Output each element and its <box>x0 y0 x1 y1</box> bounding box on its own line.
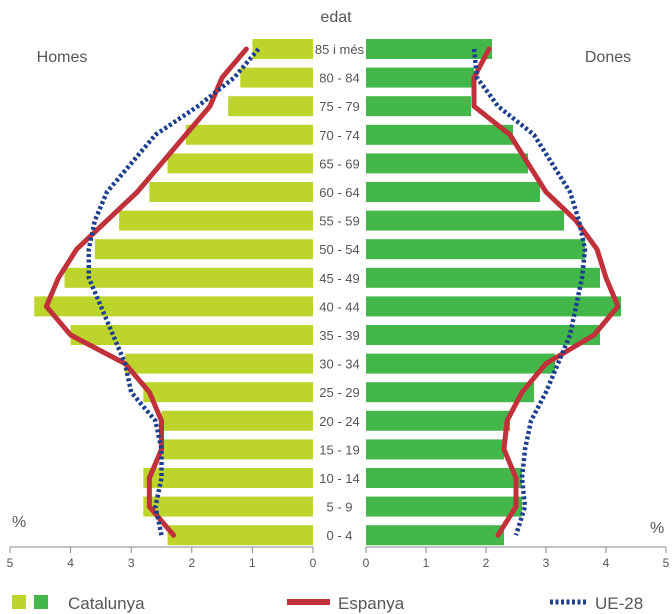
legend-label-catalunya: Catalunya <box>68 594 145 613</box>
age-label-30-34: 30 - 34 <box>319 357 359 372</box>
age-label-75-79: 75 - 79 <box>319 99 359 114</box>
dones-bar-55-59 <box>366 210 564 231</box>
homes-bar-70-74 <box>185 124 313 145</box>
center-label: edat <box>320 9 352 26</box>
dones-bar-65-69 <box>366 153 528 174</box>
age-label-50-54: 50 - 54 <box>319 242 359 257</box>
homes-bar-15-19 <box>161 439 313 460</box>
dones-tick-label-5: 5 <box>663 556 670 570</box>
dones-tick-label-3: 3 <box>543 556 550 570</box>
homes-bar-5-9 <box>143 496 313 517</box>
homes-bar-35-39 <box>70 325 313 345</box>
age-label-25-29: 25 - 29 <box>319 385 359 400</box>
homes-label: Homes <box>37 49 88 66</box>
dones-bar-25-29 <box>366 382 534 403</box>
dones-tick-label-1: 1 <box>423 556 430 570</box>
homes-bar-45-49 <box>64 267 313 288</box>
homes-bar-0-4 <box>167 525 313 546</box>
age-label-15-19: 15 - 19 <box>319 442 359 457</box>
dones-bar-50-54 <box>366 239 585 260</box>
dones-tick-label-2: 2 <box>483 556 490 570</box>
age-label-45-49: 45 - 49 <box>319 271 359 286</box>
dones-bar-75-79 <box>366 96 471 117</box>
dones-bar-85-i-m-s <box>366 39 492 59</box>
legend: Catalunya Espanya UE-28 <box>12 594 643 613</box>
dones-bar-80-84 <box>366 67 474 88</box>
legend-label-ue28: UE-28 <box>595 594 643 613</box>
dones-bar-0-4 <box>366 525 504 546</box>
dones-tick-label-4: 4 <box>603 556 610 570</box>
homes-bar-50-54 <box>94 239 313 260</box>
homes-bar-10-14 <box>143 468 313 488</box>
dones-bar-70-74 <box>366 124 513 145</box>
dones-tick-label-0: 0 <box>363 556 370 570</box>
homes-bar-85-i-m-s <box>252 39 313 59</box>
dones-bar-15-19 <box>366 439 504 460</box>
legend-swatch-dones <box>34 595 48 609</box>
homes-tick-label-5: 5 <box>7 556 14 570</box>
age-label-70-74: 70 - 74 <box>319 128 359 143</box>
unit-label-right: % <box>650 520 664 537</box>
dones-bar-20-24 <box>366 410 510 431</box>
espanya-line-homes <box>43 46 249 538</box>
age-label-65-69: 65 - 69 <box>319 156 359 171</box>
dones-label: Dones <box>585 49 631 66</box>
dones-bar-35-39 <box>366 325 600 345</box>
homes-bars <box>34 39 314 546</box>
dones-bar-30-34 <box>366 353 555 374</box>
homes-bar-65-69 <box>167 153 313 174</box>
dones-bar-10-14 <box>366 468 522 488</box>
age-label-85-i-m-s: 85 i més <box>315 42 365 57</box>
legend-label-espanya: Espanya <box>338 594 405 613</box>
age-label-40-44: 40 - 44 <box>319 299 359 314</box>
homes-tick-label-4: 4 <box>67 556 74 570</box>
espanya-line-dones <box>471 46 621 538</box>
dones-bar-5-9 <box>366 496 522 517</box>
dones-bar-60-64 <box>366 182 540 202</box>
age-label-20-24: 20 - 24 <box>319 414 359 429</box>
series-lines <box>43 46 621 538</box>
homes-tick-label-1: 1 <box>249 556 256 570</box>
age-label-60-64: 60 - 64 <box>319 185 359 200</box>
age-label-10-14: 10 - 14 <box>319 471 359 486</box>
age-label-5-9: 5 - 9 <box>326 500 352 515</box>
ue-28-line-dones <box>471 48 588 536</box>
homes-bar-30-34 <box>125 353 313 374</box>
homes-axis: 5 4 3 2 1 0 <box>7 546 317 570</box>
age-label-35-39: 35 - 39 <box>319 328 359 343</box>
dones-bar-40-44 <box>366 296 621 317</box>
legend-swatch-homes <box>12 595 26 609</box>
homes-bar-40-44 <box>34 296 314 317</box>
homes-bar-55-59 <box>119 210 313 231</box>
ue-28-line-homes <box>86 47 261 536</box>
homes-bar-80-84 <box>240 67 313 88</box>
homes-bar-25-29 <box>143 382 313 403</box>
unit-label-left: % <box>12 514 26 531</box>
homes-bar-75-79 <box>228 96 313 117</box>
age-label-80-84: 80 - 84 <box>319 71 359 86</box>
dones-bar-45-49 <box>366 267 600 288</box>
homes-tick-label-2: 2 <box>188 556 195 570</box>
dones-bars <box>366 39 621 546</box>
homes-bar-20-24 <box>161 410 313 431</box>
homes-tick-label-0: 0 <box>310 556 317 570</box>
homes-tick-label-3: 3 <box>128 556 135 570</box>
age-label-55-59: 55 - 59 <box>319 214 359 229</box>
dones-axis: 0 1 2 3 4 5 <box>363 546 670 570</box>
age-label-0-4: 0 - 4 <box>326 528 352 543</box>
age-group-labels: 85 i més 80 - 84 75 - 79 70 - 74 65 - 69 60 -… <box>315 42 365 543</box>
homes-bar-60-64 <box>149 182 313 202</box>
